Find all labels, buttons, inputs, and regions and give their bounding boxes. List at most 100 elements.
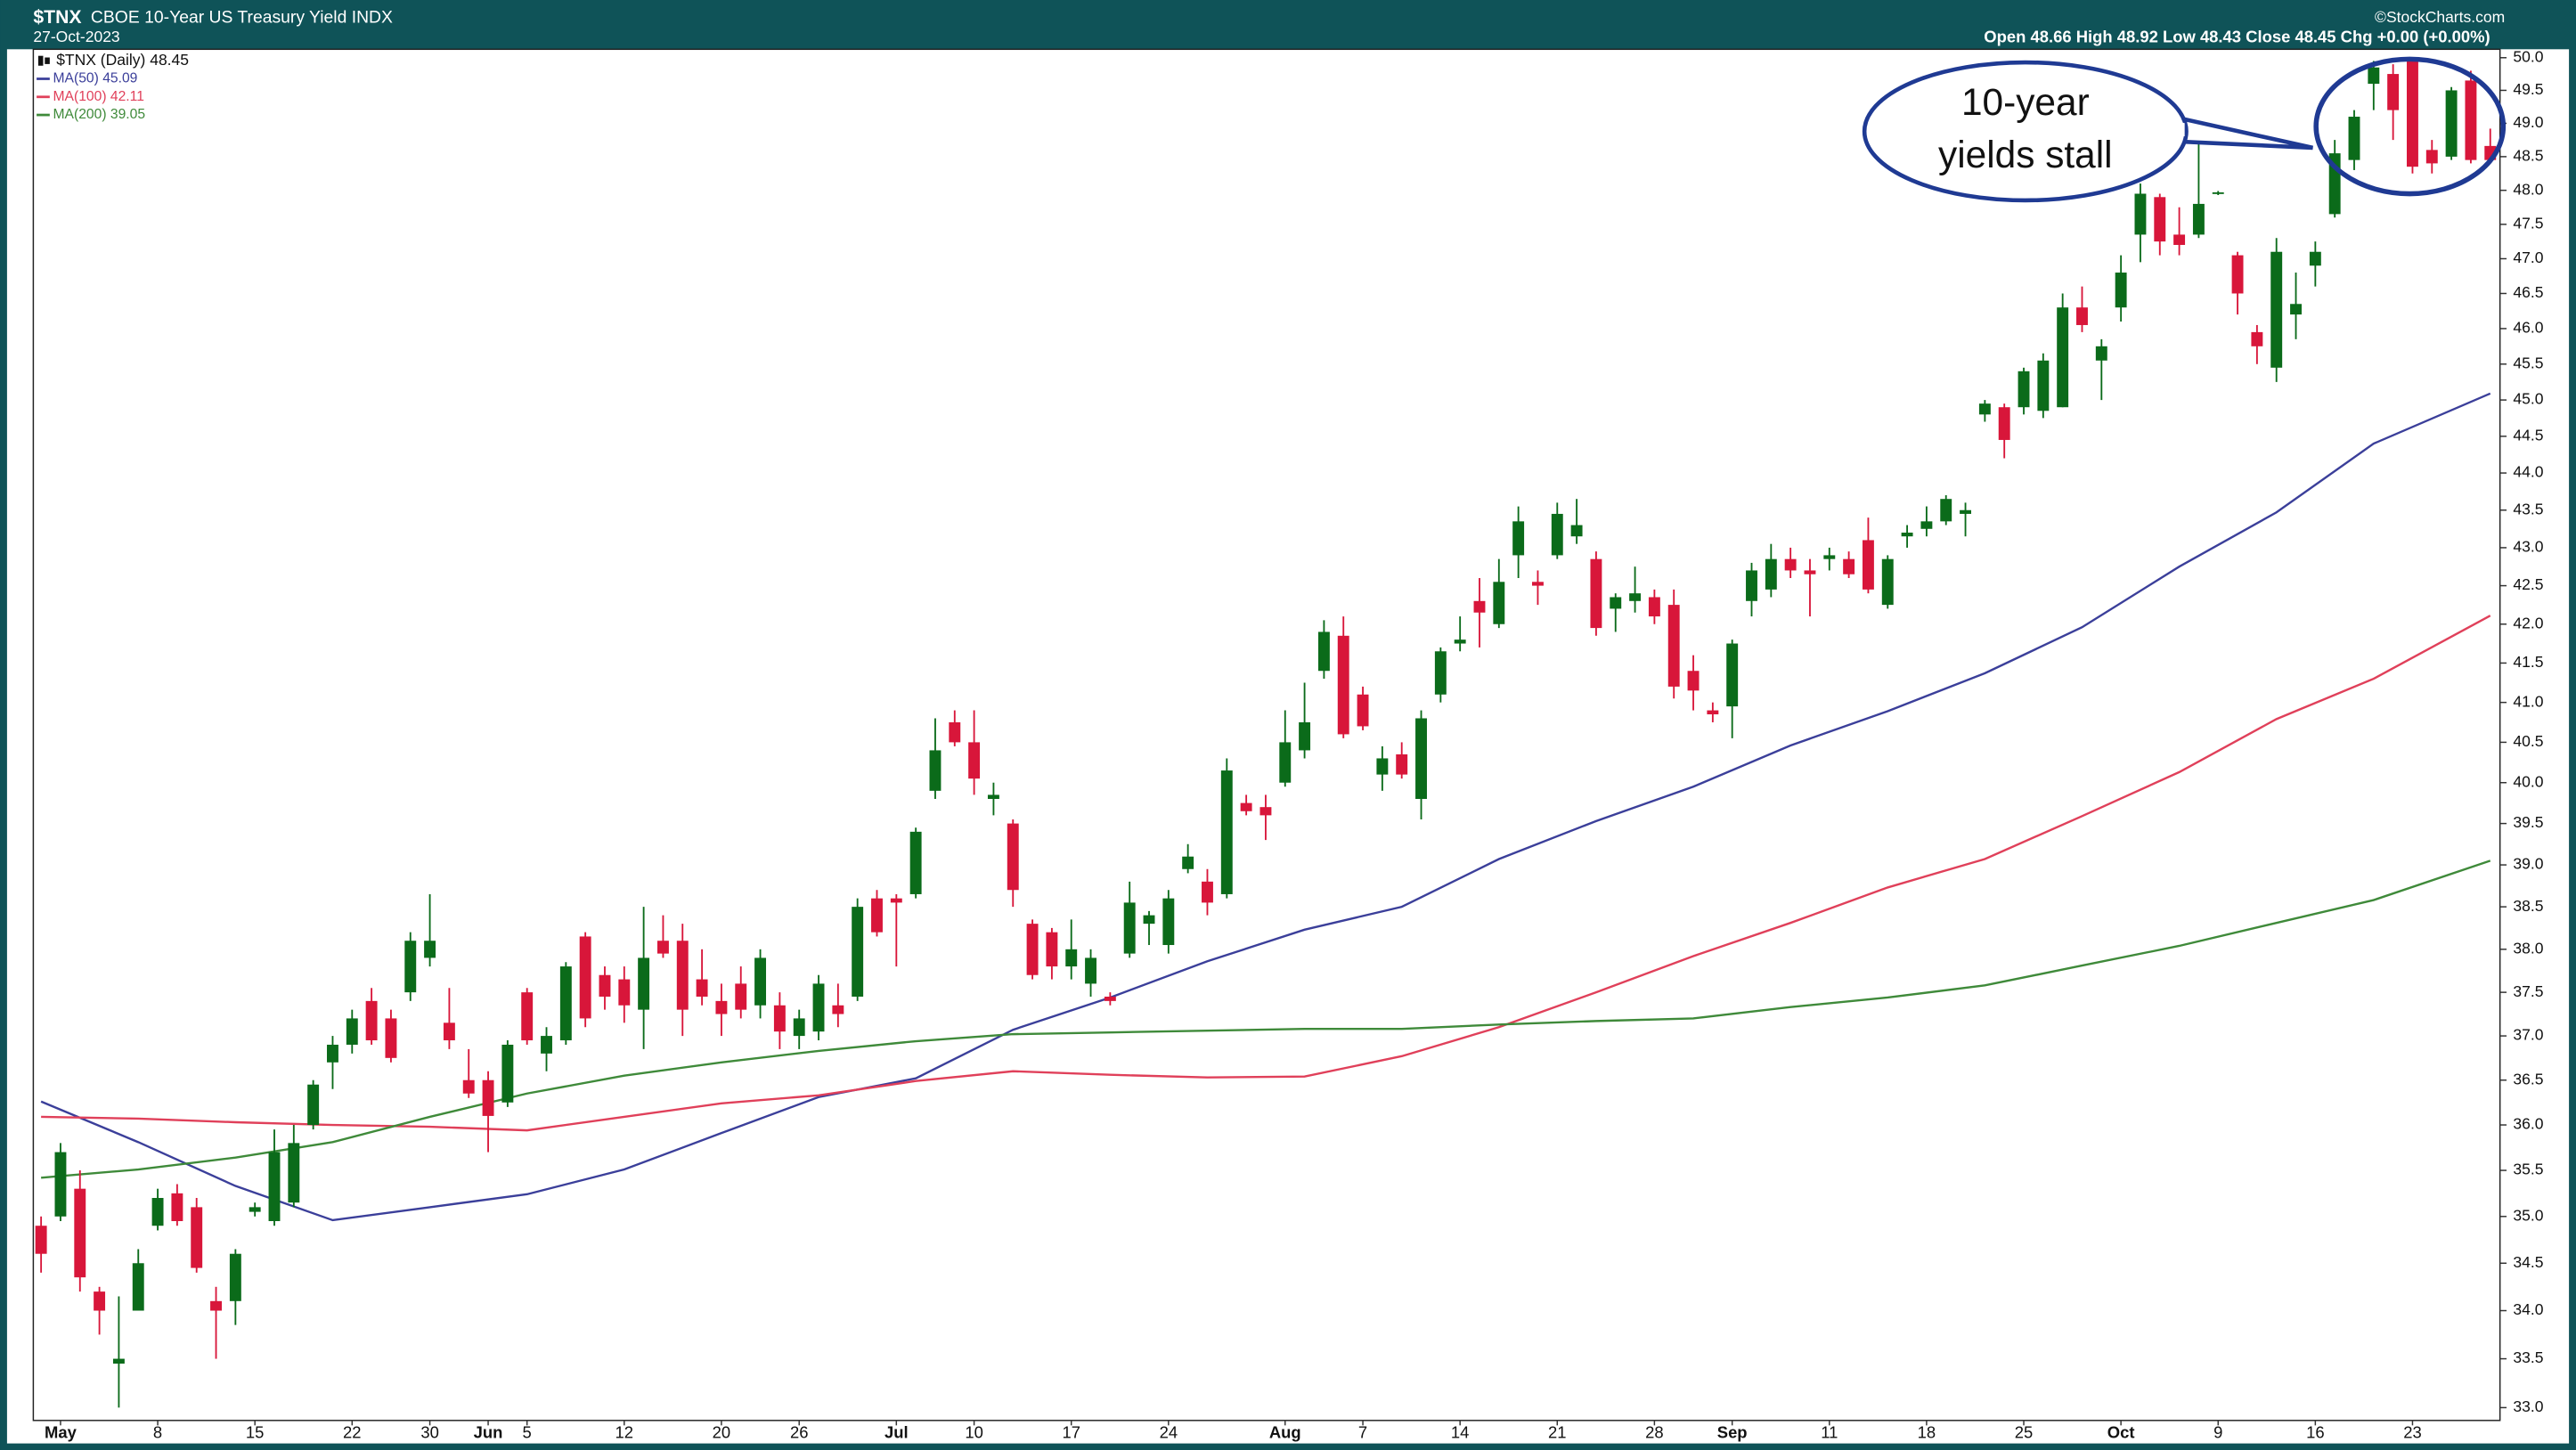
candle-body (288, 1143, 300, 1203)
y-tick-label: 36.0 (2513, 1115, 2543, 1133)
candle-body (2348, 117, 2360, 160)
candle-body (773, 1005, 786, 1032)
candle-body (1998, 407, 2010, 440)
legend-label: MA(200) 39.05 (53, 107, 146, 122)
candle-body (968, 742, 981, 779)
candle-body (1473, 600, 1486, 613)
candle-body (812, 983, 825, 1032)
candle-body (1415, 718, 1427, 800)
candle-body (1667, 605, 1680, 687)
annotation-text: 10-year (1961, 81, 2090, 123)
callout-joint (2161, 118, 2185, 138)
x-tick-label: 28 (1645, 1422, 1663, 1441)
legend-icon (37, 55, 44, 66)
candle-body (579, 936, 591, 1019)
candle-body (2173, 234, 2186, 245)
moving-average-line (41, 859, 2491, 1179)
candle-body (1337, 635, 1349, 735)
candle-body (268, 1152, 281, 1222)
candle-body (1202, 881, 1213, 903)
candle-body (35, 1226, 47, 1254)
credit: ©StockCharts.com (2375, 8, 2505, 26)
candle-body (1376, 758, 1389, 775)
candle-body (2134, 193, 2147, 235)
x-tick-label: 25 (2015, 1422, 2034, 1441)
candle-body (1532, 582, 1544, 586)
candle-body (2407, 61, 2418, 167)
candle-body (696, 979, 708, 997)
y-tick-label: 37.5 (2513, 982, 2543, 1000)
x-tick-label: 20 (713, 1422, 731, 1441)
candle-body (1085, 957, 1096, 984)
candle-body (1162, 898, 1175, 946)
candle-body (676, 941, 689, 1010)
candle-body (94, 1291, 106, 1311)
legend-label: $TNX (Daily) 48.45 (56, 51, 189, 69)
candle-body (1434, 651, 1447, 695)
candle-body (2425, 150, 2438, 164)
y-tick-label: 41.5 (2513, 653, 2543, 671)
y-tick-label: 40.0 (2513, 772, 2543, 790)
x-tick-label: 9 (2213, 1422, 2222, 1441)
candle-body (618, 979, 631, 1006)
candle-body (1026, 924, 1039, 975)
x-tick-label: 14 (1451, 1422, 1469, 1441)
y-tick-label: 48.0 (2513, 180, 2543, 198)
candle-body (949, 721, 961, 743)
x-tick-label: Jul (884, 1422, 909, 1441)
candle-body (987, 794, 999, 800)
candle-body (909, 831, 922, 894)
candle-body (1046, 932, 1058, 967)
x-tick-label: Jun (474, 1422, 503, 1441)
candle-body (1259, 807, 1272, 816)
candle-body (1551, 513, 1563, 556)
candle-body (852, 907, 864, 997)
candle-body (385, 1018, 397, 1058)
moving-average-line (41, 615, 2491, 1132)
candle-body (404, 941, 417, 993)
candle-body (2309, 251, 2321, 266)
candle-body (1493, 582, 1505, 624)
candle-body (2037, 360, 2050, 411)
y-tick-label: 49.0 (2513, 113, 2543, 131)
x-tick-label: 10 (965, 1422, 982, 1441)
candle-body (871, 898, 883, 933)
candle-body (1687, 671, 1700, 691)
legend-label: MA(50) 45.09 (53, 71, 138, 86)
symbol: $TNX (33, 7, 81, 28)
candle-body (1610, 597, 1622, 609)
candle-body (1317, 631, 1330, 672)
candle-body (1512, 521, 1525, 556)
candle-body (2231, 255, 2244, 294)
candle-body (559, 966, 572, 1041)
candle-body (327, 1044, 338, 1063)
candle-body (541, 1036, 552, 1054)
x-tick-label: 7 (1358, 1422, 1367, 1441)
candle-body (1784, 558, 1797, 571)
y-tick-label: 47.5 (2513, 215, 2543, 232)
plot-area: 33.0 33.5 34.0 34.5 35.0 35.5 36.0 36.5 37.0 37.5… (35, 47, 2544, 1441)
candle-body (2057, 307, 2069, 408)
candle-body (656, 941, 669, 954)
x-tick-label: 18 (1918, 1422, 1936, 1441)
candle-body (424, 941, 436, 958)
candle-body (171, 1193, 183, 1222)
candle-body (191, 1207, 203, 1268)
y-tick-label: 33.0 (2513, 1397, 2543, 1415)
y-tick-label: 44.5 (2513, 426, 2543, 444)
candle-body (210, 1300, 222, 1311)
y-tick-label: 40.5 (2513, 732, 2543, 750)
candle-body (1804, 570, 1816, 574)
x-tick-label: 30 (420, 1422, 439, 1441)
candle-body (1240, 802, 1252, 811)
moving-average-line (40, 392, 2491, 1222)
candle-body (1960, 509, 1971, 514)
x-tick-label: Sep (1717, 1422, 1748, 1441)
y-tick-label: 45.0 (2513, 390, 2543, 408)
candle-body (521, 992, 534, 1041)
candle-body (365, 1000, 378, 1041)
candle-body (54, 1152, 67, 1217)
candle-body (638, 957, 650, 1010)
